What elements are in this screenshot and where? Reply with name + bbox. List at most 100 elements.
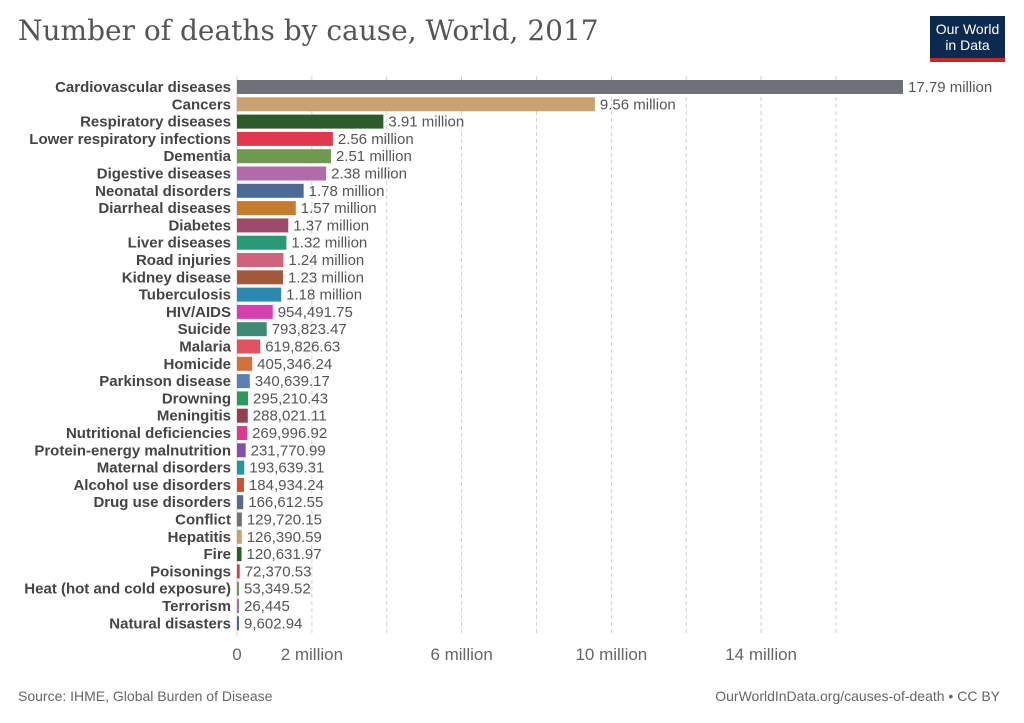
bar[interactable] [237,287,282,302]
bar-category-label: Tuberculosis [139,287,231,304]
chart-title: Number of deaths by cause, World, 2017 [18,14,599,47]
bar[interactable] [237,391,249,406]
bar[interactable] [237,564,240,579]
source-note[interactable]: Source: IHME, Global Burden of Disease [18,688,273,704]
bar[interactable] [237,547,242,562]
bar-value-label: 295,210.43 [253,390,328,407]
bar-category-label: Liver diseases [128,235,231,252]
bar[interactable] [237,131,333,146]
bar[interactable] [237,426,248,440]
x-tick-label: 0 [232,645,241,664]
bar-value-label: 793,823.47 [272,321,347,338]
bar[interactable] [237,253,284,267]
bar[interactable] [237,512,242,527]
bar[interactable] [237,218,289,233]
bar-value-label: 1.18 million [286,287,362,304]
bar[interactable] [237,356,253,371]
bar[interactable] [237,80,903,94]
bar-category-label: Kidney disease [122,269,231,286]
bar[interactable] [237,114,384,129]
bar[interactable] [237,443,246,458]
bar-value-label: 26,445 [244,598,290,615]
bar[interactable] [237,477,244,492]
bar-value-label: 53,349.52 [244,581,311,598]
credit-note[interactable]: OurWorldInData.org/causes-of-death • CC … [715,688,1000,704]
bar-category-label: Dementia [163,148,231,165]
bar[interactable] [237,304,273,319]
bar[interactable] [237,616,239,631]
bar[interactable] [237,339,261,354]
bar-category-label: Heat (hot and cold exposure) [24,581,231,598]
bar-value-label: 193,639.31 [249,460,324,477]
bar-chart: 0 2 million 6 million 10 million 14 million C… [24,76,992,664]
bar[interactable] [237,408,248,423]
bar-value-label: 2.38 million [331,166,407,183]
bar-category-label: Cardiovascular diseases [55,79,231,96]
bar-category-label: Respiratory diseases [80,114,231,131]
bar-category-label: Hepatitis [168,529,231,546]
bar-category-label: Protein-energy malnutrition [34,442,231,459]
bar[interactable] [237,495,244,510]
bar[interactable] [237,374,250,389]
x-tick-label: 2 million [281,645,343,664]
bar-value-label: 126,390.59 [247,529,322,546]
x-tick-label: 6 million [430,645,492,664]
bar[interactable] [237,322,267,337]
bar-category-label: Road injuries [136,252,231,269]
bar-value-label: 1.78 million [309,183,385,200]
bar-value-label: 340,639.17 [255,373,330,390]
bar[interactable] [237,235,287,250]
bar-category-label: Natural disasters [109,615,231,632]
bar-category-label: Cancers [172,96,231,113]
bar-category-label: Meningitis [157,408,231,425]
bar-category-label: Homicide [163,356,231,373]
bar-category-label: Conflict [175,512,231,529]
bar-category-label: Neonatal disorders [95,183,231,200]
x-tick-label: 10 million [575,645,647,664]
bar-value-label: 17.79 million [908,79,992,96]
bar[interactable] [237,599,239,613]
bar[interactable] [237,149,331,164]
bar-value-label: 184,934.24 [249,477,324,494]
bar-category-label: Diarrheal diseases [98,200,231,217]
bar-value-label: 231,770.99 [251,442,326,459]
bar-value-label: 129,720.15 [247,512,322,529]
bar-category-label: Diabetes [168,217,231,234]
bar[interactable] [237,581,239,596]
bar-value-label: 9.56 million [600,96,676,113]
bar[interactable] [237,270,284,285]
bar-value-label: 1.23 million [288,269,364,286]
bar-value-label: 2.51 million [336,148,412,165]
bar-value-label: 3.91 million [388,114,464,131]
bar-value-label: 288,021.11 [253,408,327,425]
bar-value-label: 1.32 million [291,235,367,252]
bar-category-label: Suicide [178,321,231,338]
bar-value-label: 9,602.94 [244,615,302,632]
bar-value-label: 72,370.53 [245,563,312,580]
bar-value-label: 2.56 million [338,131,414,148]
bar-value-label: 1.37 million [293,217,369,234]
bar-category-label: Poisonings [150,563,231,580]
bar-category-label: Malaria [179,339,231,356]
bar[interactable] [237,166,327,181]
bar[interactable] [237,460,245,475]
bar-category-label: Parkinson disease [99,373,231,390]
bar-value-label: 405,346.24 [257,356,332,373]
bar[interactable] [237,201,296,216]
bar-category-label: Nutritional deficiencies [66,425,231,442]
bar-value-label: 120,631.97 [247,546,322,563]
bar-value-label: 269,996.92 [252,425,327,442]
bar-value-label: 166,612.55 [248,494,323,511]
bar-category-label: Lower respiratory infections [29,131,231,148]
logo-line-1: Our World [935,21,1000,37]
bar[interactable] [237,97,595,112]
bar-category-label: Maternal disorders [97,460,231,477]
bar-value-label: 1.57 million [301,200,377,217]
bar[interactable] [237,529,242,544]
x-tick-label: 14 million [725,645,797,664]
bar-value-label: 1.24 million [288,252,364,269]
owid-logo[interactable]: Our World in Data [930,16,1005,62]
bar[interactable] [237,183,304,198]
bar-category-label: Alcohol use disorders [73,477,231,494]
bar-category-label: HIV/AIDS [166,304,231,321]
